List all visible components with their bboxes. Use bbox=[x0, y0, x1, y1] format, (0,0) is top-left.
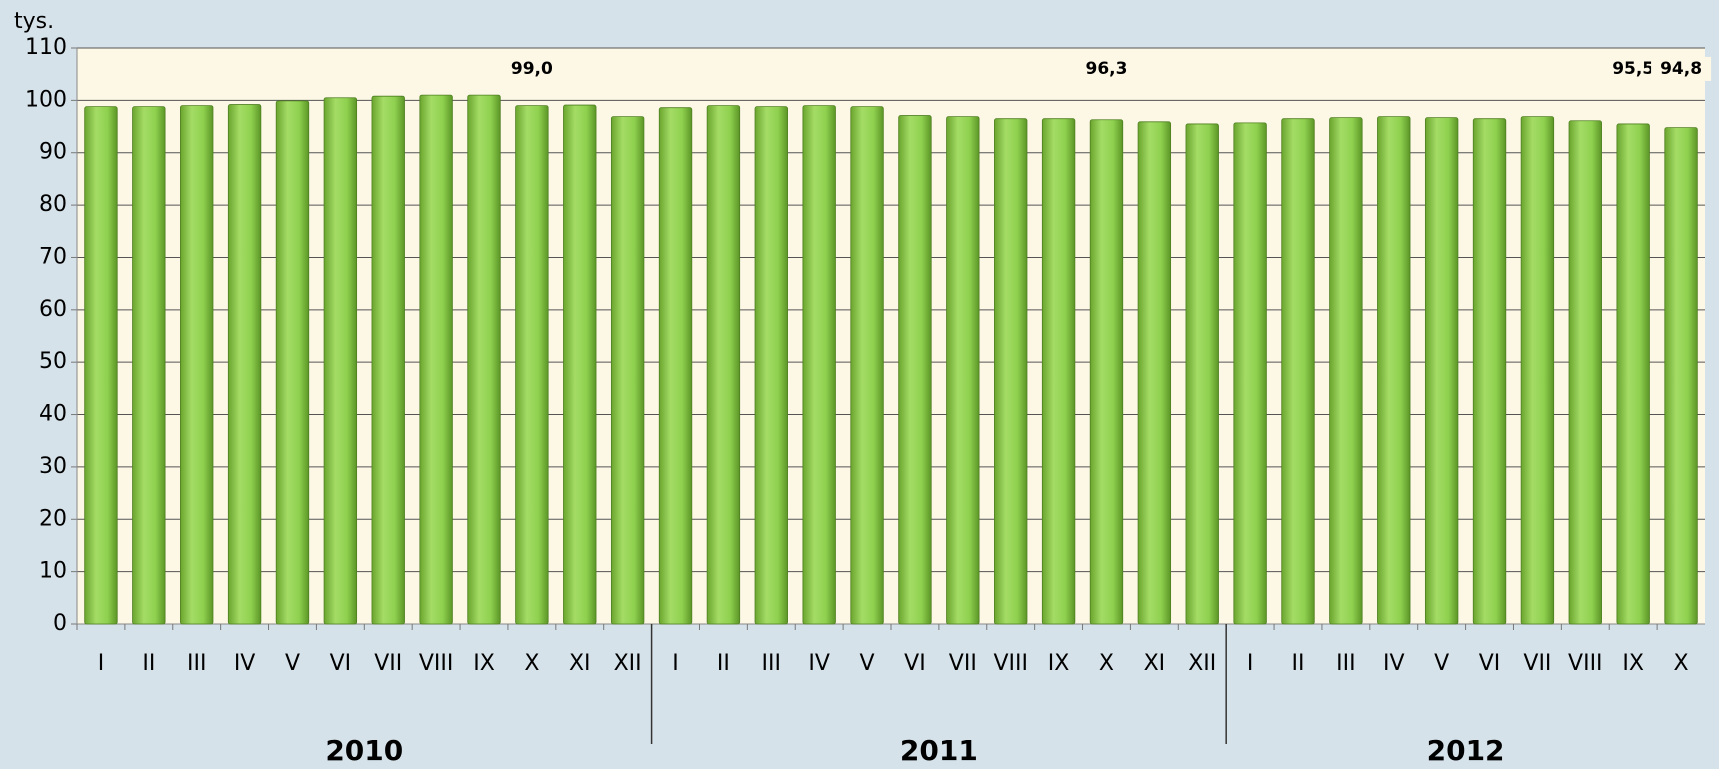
bar bbox=[275, 100, 310, 625]
y-tick-label: 20 bbox=[39, 506, 67, 531]
y-tick-label: 10 bbox=[39, 559, 67, 584]
x-tick-label: I bbox=[1247, 651, 1254, 676]
x-tick-label: III bbox=[1336, 651, 1355, 676]
x-tick-label: XII bbox=[614, 651, 642, 676]
x-tick-label: II bbox=[142, 651, 155, 676]
x-tick-label: XI bbox=[1144, 651, 1166, 676]
bar bbox=[1520, 116, 1555, 625]
x-tick-label: I bbox=[98, 651, 105, 676]
x-tick-label: VIII bbox=[419, 651, 454, 676]
x-tick-label: III bbox=[187, 651, 206, 676]
y-tick-label: 60 bbox=[39, 297, 67, 322]
value-label: 94,8 bbox=[1660, 59, 1702, 79]
bar bbox=[946, 116, 980, 625]
y-tick-label: 70 bbox=[39, 244, 67, 269]
x-tick-label: IV bbox=[234, 651, 256, 676]
bar bbox=[1137, 121, 1172, 625]
bar bbox=[1329, 117, 1363, 625]
bar bbox=[371, 95, 405, 625]
x-tick-label: VIII bbox=[1568, 651, 1603, 676]
y-axis-label: tys. bbox=[14, 9, 54, 34]
year-label: 2011 bbox=[900, 734, 978, 767]
bar bbox=[1616, 123, 1650, 625]
value-label: 95,5 bbox=[1612, 59, 1654, 79]
x-tick-label: IX bbox=[1622, 651, 1644, 676]
bar bbox=[1281, 118, 1315, 625]
x-tick-label: VI bbox=[1479, 651, 1501, 676]
bar bbox=[515, 105, 549, 625]
value-label-bg bbox=[501, 56, 562, 81]
x-tick-label: VIII bbox=[993, 651, 1028, 676]
bar bbox=[1041, 118, 1076, 625]
bar bbox=[1568, 120, 1602, 625]
value-label: 96,3 bbox=[1085, 59, 1127, 79]
bar bbox=[802, 105, 836, 625]
y-tick-label: 90 bbox=[39, 140, 67, 165]
x-tick-label: III bbox=[762, 651, 781, 676]
bar bbox=[850, 106, 884, 625]
x-tick-label: IX bbox=[473, 651, 495, 676]
value-label: 99,0 bbox=[511, 59, 553, 79]
y-tick-label: 110 bbox=[25, 35, 67, 60]
bar bbox=[1377, 116, 1411, 625]
bar bbox=[898, 115, 932, 625]
plot-area bbox=[77, 48, 1705, 624]
x-tick-label: V bbox=[1434, 651, 1449, 676]
bar bbox=[467, 94, 501, 625]
bar bbox=[227, 104, 262, 625]
bar bbox=[180, 105, 214, 625]
x-tick-label: X bbox=[1099, 651, 1114, 676]
x-tick-label: VII bbox=[949, 651, 977, 676]
bar bbox=[1233, 122, 1267, 625]
x-tick-label: II bbox=[717, 651, 730, 676]
y-tick-label: 30 bbox=[39, 454, 67, 479]
x-tick-label: VI bbox=[330, 651, 352, 676]
bar bbox=[658, 107, 693, 625]
bar bbox=[132, 106, 166, 625]
bar bbox=[1472, 118, 1507, 625]
bar bbox=[994, 118, 1028, 625]
value-label-bg bbox=[1076, 56, 1137, 81]
bar bbox=[1185, 123, 1219, 625]
x-tick-label: XI bbox=[569, 651, 591, 676]
value-label-bg bbox=[1603, 56, 1664, 81]
bar bbox=[84, 106, 118, 625]
x-tick-label: I bbox=[672, 651, 679, 676]
year-label: 2010 bbox=[325, 734, 403, 767]
x-tick-label: II bbox=[1292, 651, 1305, 676]
x-tick-label: IV bbox=[808, 651, 830, 676]
bar bbox=[419, 94, 453, 625]
x-tick-label: V bbox=[860, 651, 875, 676]
bar bbox=[1424, 117, 1459, 625]
bar bbox=[563, 104, 597, 625]
bar bbox=[323, 97, 358, 625]
value-label-bg bbox=[1651, 56, 1712, 81]
y-tick-label: 100 bbox=[25, 87, 67, 112]
x-tick-label: VI bbox=[904, 651, 926, 676]
bar bbox=[1089, 119, 1124, 625]
bar bbox=[1664, 127, 1698, 625]
y-tick-label: 40 bbox=[39, 402, 67, 427]
bar bbox=[610, 116, 645, 625]
bar bbox=[754, 106, 788, 625]
y-tick-label: 50 bbox=[39, 349, 67, 374]
x-tick-label: XII bbox=[1188, 651, 1216, 676]
x-tick-label: X bbox=[524, 651, 539, 676]
bar bbox=[706, 105, 741, 625]
x-tick-label: IX bbox=[1048, 651, 1070, 676]
y-tick-label: 0 bbox=[53, 611, 67, 636]
x-tick-label: V bbox=[285, 651, 300, 676]
x-tick-label: IV bbox=[1383, 651, 1405, 676]
year-label: 2012 bbox=[1427, 734, 1505, 767]
x-tick-label: VII bbox=[374, 651, 402, 676]
y-tick-label: 80 bbox=[39, 192, 67, 217]
x-tick-label: VII bbox=[1523, 651, 1551, 676]
x-tick-label: X bbox=[1674, 651, 1689, 676]
